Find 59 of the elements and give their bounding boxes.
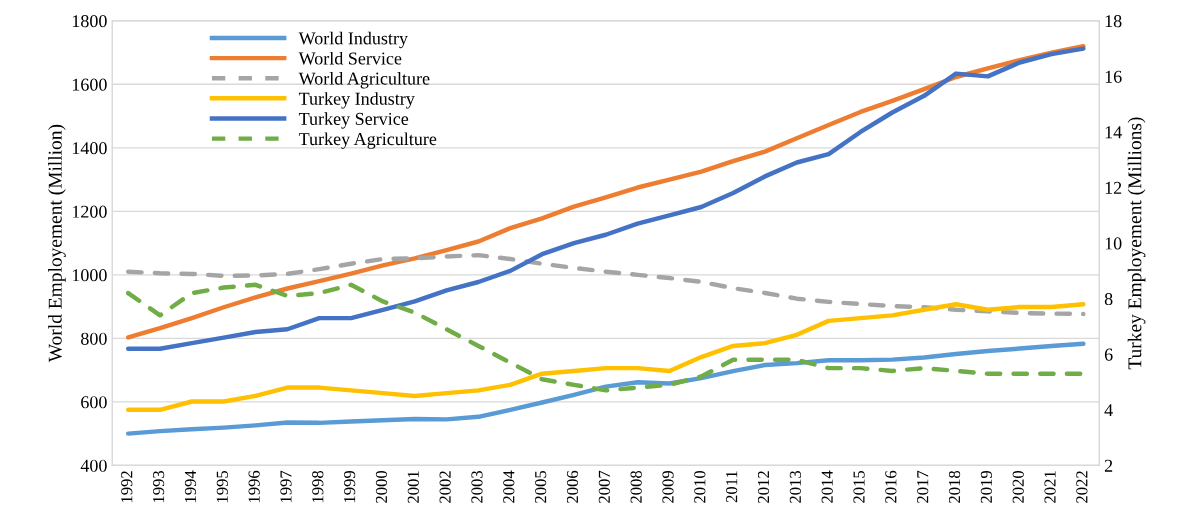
y-axis-title: World Employement (Million) [48,124,66,363]
y2-tick-label: 8 [1104,292,1113,306]
y2-axis-title: Turkey Employement (Millions) [1127,117,1146,370]
x-tick-label: 2013 [789,470,801,503]
x-tick-label: 2003 [471,470,483,503]
y2-tick-label: 12 [1105,181,1122,194]
y-tick-label: 1800 [72,15,107,28]
x-tick-label: 2020 [1012,470,1024,503]
x-tick-label: 2006 [566,470,579,503]
x-tick-label: 1995 [216,470,228,503]
x-tick-label: 1999 [344,470,356,503]
legend-label: World Agriculture [298,71,430,89]
x-tick-label: 2014 [821,470,833,503]
x-tick-label: 1992 [121,471,133,503]
line-series [125,302,1086,413]
x-tick-label: 1997 [280,470,292,503]
x-tick-label: 2001 [407,471,419,503]
x-tick-label: 1998 [312,470,324,503]
x-tick-label: 2009 [662,470,674,503]
x-tick-label: 2004 [503,470,515,503]
x-tick-label: 2000 [375,470,388,503]
x-tick-label: 1994 [184,470,197,503]
y-tick-label: 1200 [72,205,107,218]
y2-tick-label: 6 [1104,348,1113,361]
y2-tick-label: 10 [1105,237,1122,250]
y2-tick-label: 16 [1105,70,1122,83]
x-tick-label: 2011 [726,471,738,503]
legend-label: Turkey Agriculture [298,132,437,149]
legend-label: Turkey Service [298,112,409,129]
x-tick-label: 2021 [1044,471,1056,503]
y-tick-label: 600 [81,396,107,409]
line-series [125,252,1086,317]
x-tick-label: 2022 [1076,471,1088,503]
x-tick-label: 2012 [757,471,770,503]
y-tick-label: 800 [81,332,107,345]
x-tick-label: 1993 [153,470,165,503]
y2-tick-label: 2 [1104,459,1113,472]
y-tick-label: 1400 [72,142,107,155]
x-tick-label: 1996 [248,470,260,503]
y-tick-label: 1600 [72,78,107,91]
x-tick-label: 2007 [598,470,610,503]
y-tick-label: 400 [80,459,107,472]
x-tick-label: 2008 [630,470,642,503]
legend-label: World Industry [298,31,408,49]
x-tick-label: 2017 [917,470,929,503]
legend-label: Turkey Industry [298,92,415,109]
x-tick-label: 2015 [853,470,865,503]
x-tick-label: 2016 [885,470,897,503]
y2-tick-label: 4 [1104,404,1113,417]
line-series [125,341,1086,436]
x-tick-label: 2002 [439,471,451,503]
legend-label: World Service [298,51,402,65]
x-tick-label: 2019 [980,470,992,503]
x-tick-label: 2010 [694,470,706,503]
y-tick-label: 1000 [72,269,107,282]
x-tick-label: 2018 [948,470,961,503]
y2-tick-label: 18 [1105,15,1122,28]
x-tick-label: 2005 [535,470,547,503]
y2-tick-label: 14 [1105,126,1122,139]
